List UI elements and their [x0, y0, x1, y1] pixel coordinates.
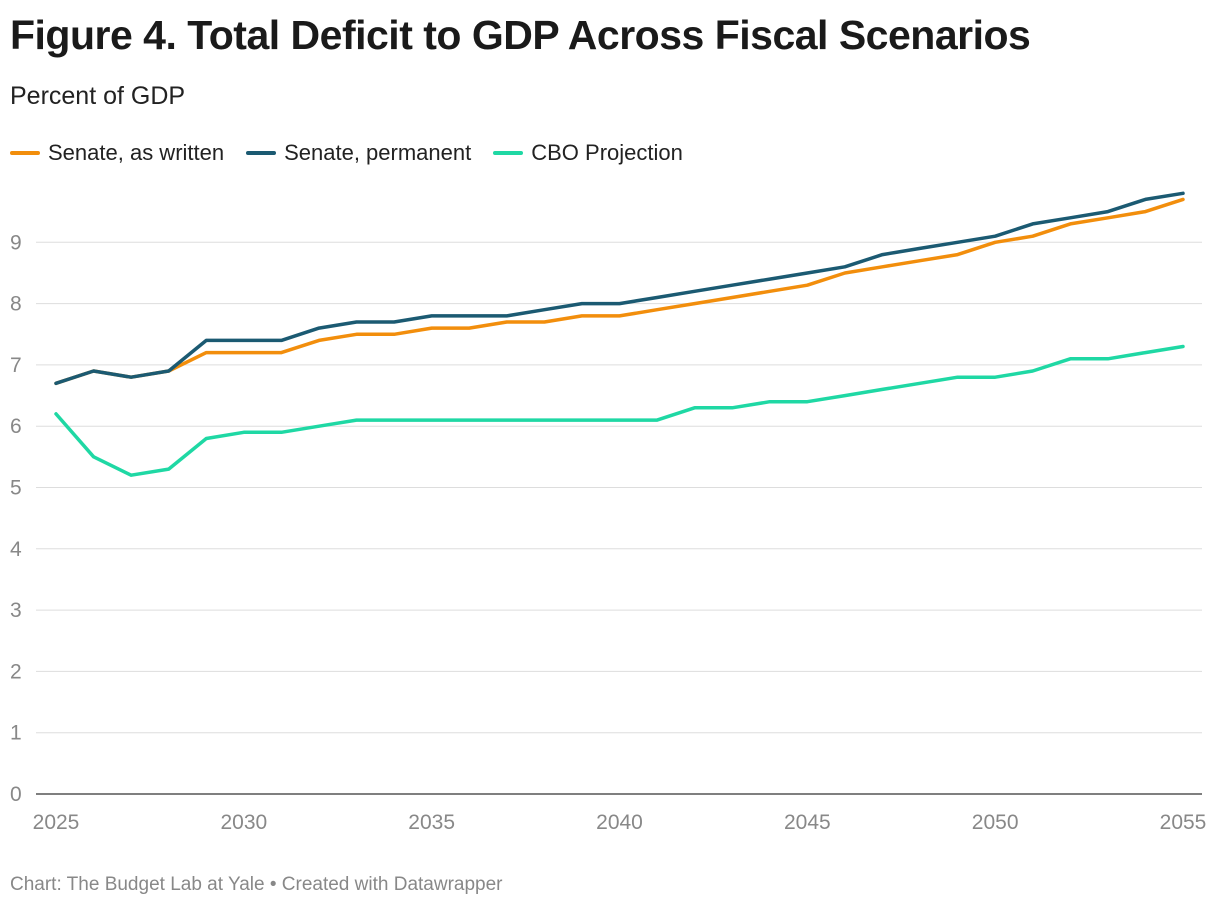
legend-item-senate-as-written: Senate, as written	[10, 140, 224, 166]
x-tick-label: 2035	[408, 811, 455, 834]
legend-swatch	[10, 151, 40, 155]
y-tick-label: 9	[10, 231, 22, 254]
chart-credit: Chart: The Budget Lab at Yale • Created …	[10, 874, 503, 895]
series-line-senate-permanent	[54, 191, 1185, 386]
y-tick-label: 2	[10, 660, 22, 683]
y-tick-label: 1	[10, 722, 22, 745]
x-tick-label: 2050	[972, 811, 1019, 834]
x-tick-label: 2045	[784, 811, 831, 834]
x-tick-label: 2040	[596, 811, 643, 834]
gridlines	[36, 241, 1202, 795]
y-tick-label: 7	[10, 354, 22, 377]
y-axis-ticks: 0 1 2 3 4 5 6 7 8 9	[10, 231, 22, 806]
legend-swatch	[246, 151, 277, 155]
x-tick-label: 2030	[220, 811, 267, 834]
chart-title: Figure 4. Total Deficit to GDP Across Fi…	[10, 12, 1031, 58]
y-tick-label: 0	[10, 783, 22, 806]
series-line-senate-as-written	[54, 197, 1185, 386]
legend-item-cbo-projection: CBO Projection	[493, 140, 683, 166]
chart-subtitle: Percent of GDP	[10, 82, 186, 110]
y-tick-label: 3	[10, 599, 22, 622]
legend-swatch	[493, 151, 524, 155]
legend-label: Senate, as written	[48, 140, 225, 165]
chart-legend: Senate, as written Senate, permanent CBO…	[10, 140, 683, 166]
series-lines	[54, 191, 1185, 477]
y-tick-label: 6	[10, 415, 22, 438]
legend-item-senate-permanent: Senate, permanent	[246, 140, 471, 166]
y-tick-label: 4	[10, 538, 22, 561]
series-line-cbo-projection	[54, 344, 1185, 477]
legend-label: CBO Projection	[531, 140, 683, 165]
x-tick-label: 2025	[33, 811, 80, 834]
y-tick-label: 5	[10, 477, 22, 500]
y-tick-label: 8	[10, 293, 22, 316]
x-tick-label: 2055	[1160, 811, 1207, 834]
legend-label: Senate, permanent	[284, 140, 472, 165]
x-axis-ticks: 2025 2030 2035 2040 2045 2050 2055	[33, 811, 1207, 834]
